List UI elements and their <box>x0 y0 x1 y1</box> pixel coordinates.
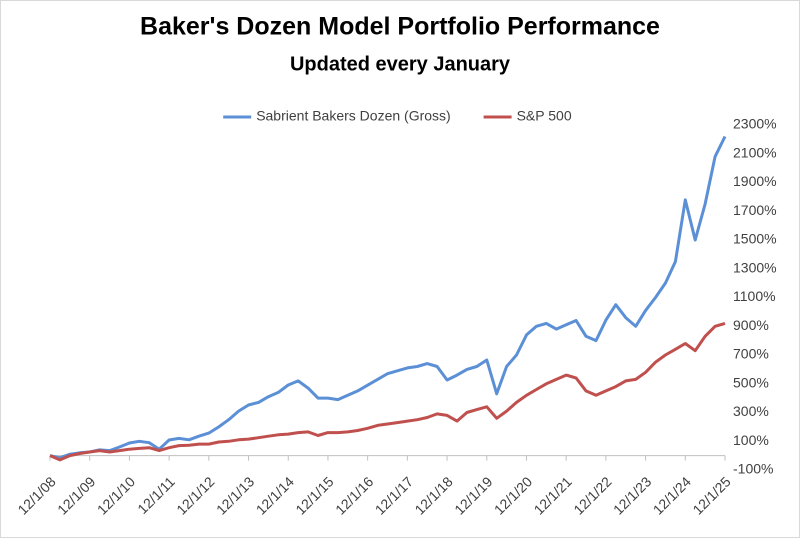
y-tick-label: 1500% <box>733 231 777 247</box>
y-tick-label: -100% <box>733 461 773 477</box>
y-tick-label: 700% <box>733 346 769 362</box>
y-tick-label: 900% <box>733 317 769 333</box>
y-tick-label: 2100% <box>733 144 777 160</box>
y-tick-label: 300% <box>733 403 769 419</box>
y-tick-label: 1100% <box>733 288 776 304</box>
chart-title: Baker's Dozen Model Portfolio Performanc… <box>140 13 660 41</box>
y-tick-label: 1300% <box>733 259 777 275</box>
series-line <box>49 135 727 460</box>
chart-subtitle: Updated every January <box>290 53 511 75</box>
y-tick-label: 1700% <box>733 202 777 218</box>
y-tick-label: 100% <box>733 432 769 448</box>
legend-label: Sabrient Bakers Dozen (Gross) <box>256 108 451 124</box>
legend-label: S&P 500 <box>517 108 572 124</box>
y-tick-label: 1900% <box>733 173 777 189</box>
series-line <box>49 321 726 462</box>
y-tick-label: 2300% <box>733 116 777 132</box>
y-tick-label: 500% <box>733 374 769 390</box>
